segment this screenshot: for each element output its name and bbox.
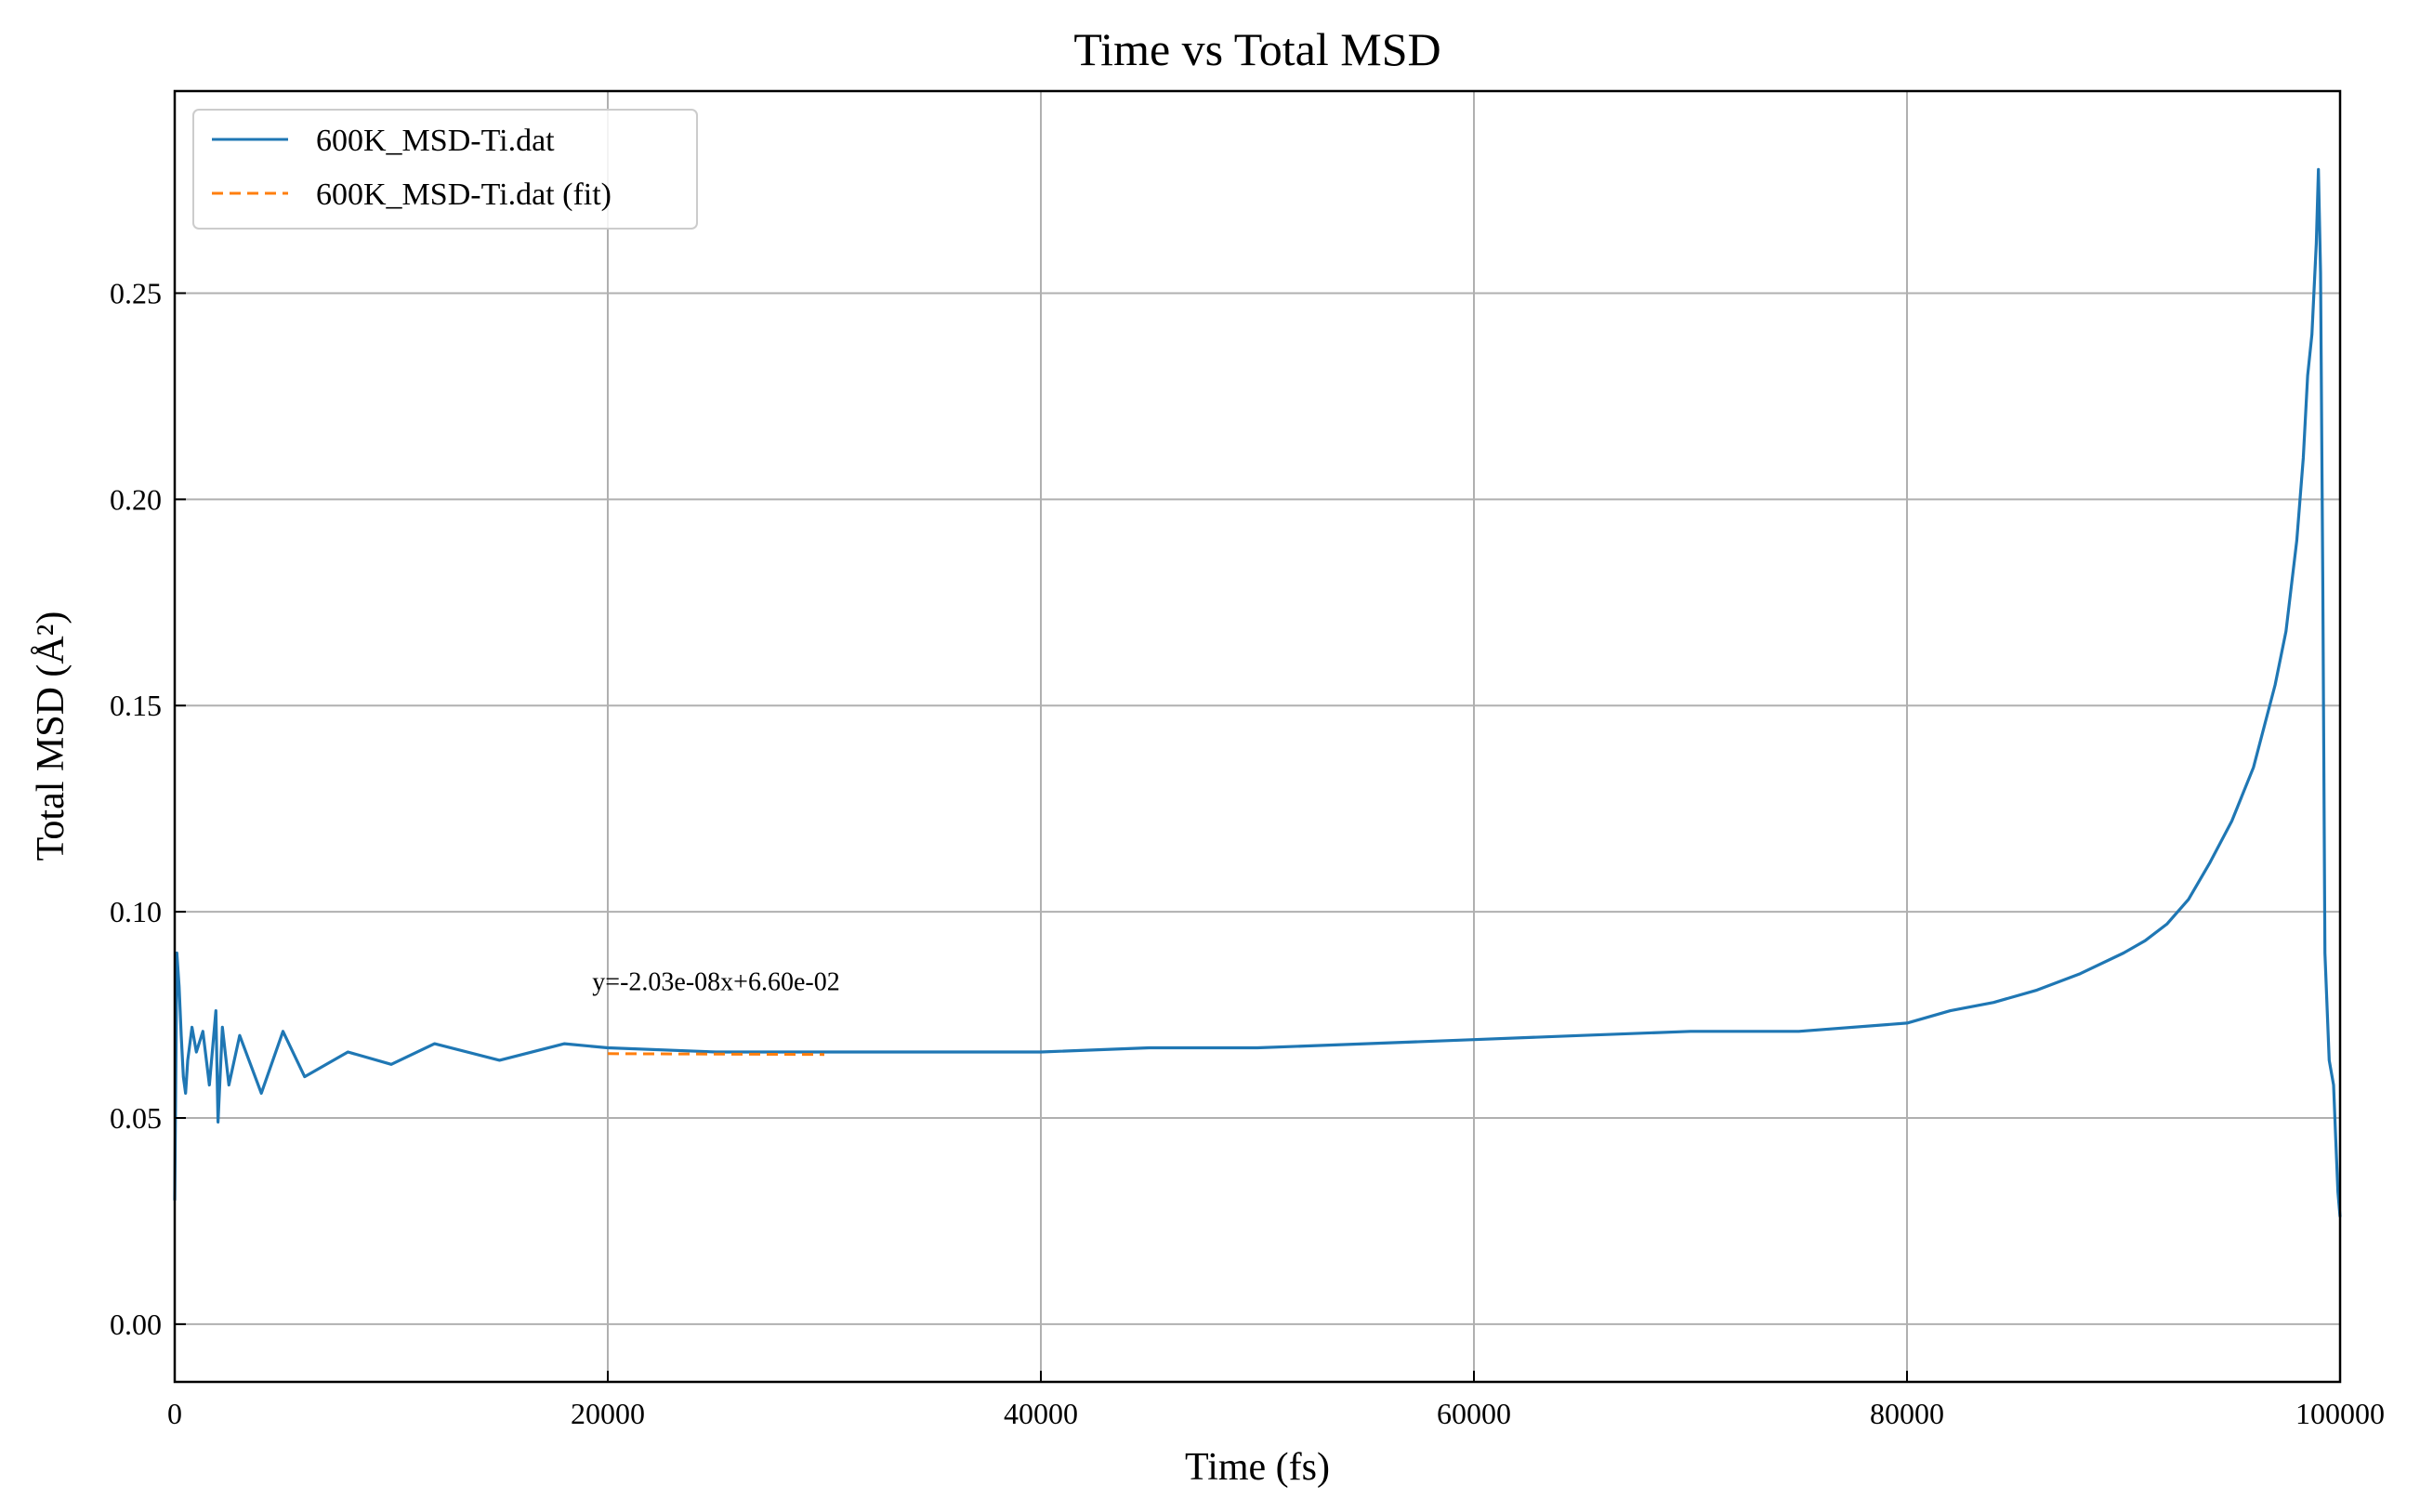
legend-box (192, 109, 698, 230)
data-series (173, 167, 2342, 1217)
fit-equation-annotation: y=-2.03e-08x+6.60e-02 (592, 968, 839, 997)
legend: 600K_MSD-Ti.dat 600K_MSD-Ti.dat (fit) (192, 109, 698, 230)
legend-label-fit: 600K_MSD-Ti.dat (fit) (316, 177, 612, 212)
y-tick-label: 0.00 (110, 1308, 162, 1341)
x-tick-label: 0 (167, 1397, 182, 1430)
series-line-msd (173, 167, 2342, 1217)
plot-frame (173, 89, 2342, 1384)
x-axis-title: Time (fs) (1185, 1446, 1330, 1489)
grid-lines (174, 91, 2341, 1382)
legend-label-msd: 600K_MSD-Ti.dat (316, 124, 555, 158)
x-tick-label: 60000 (1437, 1397, 1511, 1430)
y-tick-label: 0.25 (110, 276, 162, 309)
axis-ticks: 0 20000 40000 60000 80000 100000 0.00 0.05 0.10 0… (110, 276, 2385, 1430)
x-tick-label: 40000 (1004, 1397, 1078, 1430)
x-tick-label: 100000 (2295, 1397, 2385, 1430)
y-tick-label: 0.05 (110, 1101, 162, 1135)
chart-title: Time vs Total MSD (1073, 23, 1440, 75)
y-tick-label: 0.10 (110, 895, 162, 928)
y-axis-title: Total MSD (Å²) (30, 611, 72, 861)
y-tick-label: 0.15 (110, 689, 162, 722)
series-line-fit (607, 1052, 825, 1057)
y-tick-label: 0.20 (110, 482, 162, 516)
x-tick-label: 20000 (571, 1397, 645, 1430)
x-tick-label: 80000 (1870, 1397, 1944, 1430)
